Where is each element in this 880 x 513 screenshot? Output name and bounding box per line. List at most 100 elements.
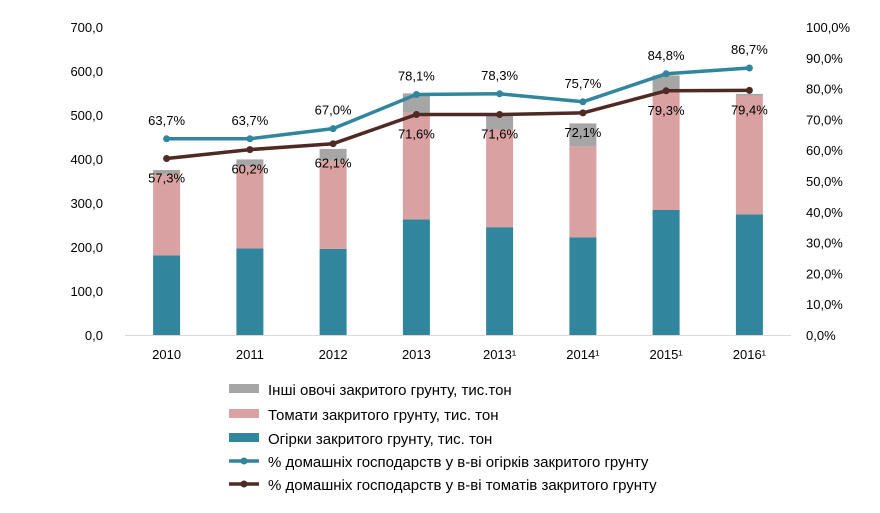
series-point-0 [163, 135, 171, 143]
y-right-tick-label: 100,0% [806, 20, 851, 35]
legend-swatch-bar [229, 384, 259, 393]
x-tick-label: 2015¹ [649, 347, 683, 362]
series-point-0 [662, 70, 670, 78]
y-left-tick-label: 700,0 [70, 20, 103, 35]
bar-segment-0 [486, 227, 514, 335]
y-right-tick-label: 90,0% [806, 51, 843, 66]
bar-segment-1 [652, 92, 680, 210]
series-point-1 [745, 86, 753, 94]
bar-segment-2 [486, 115, 514, 130]
bar-segment-0 [319, 248, 347, 335]
legend-label: % домашніх господарств у в-ві огірків за… [268, 454, 649, 471]
y-left-tick-label: 100,0 [70, 284, 103, 299]
legend-label: Інші овочі закритого грунту, тис.тон [268, 382, 512, 399]
data-label-0: 75,7% [564, 76, 601, 91]
bar-segment-1 [402, 112, 430, 220]
y-left-tick-label: 300,0 [70, 196, 103, 211]
data-label-1: 71,6% [398, 127, 435, 142]
bar-segment-2 [236, 159, 264, 167]
bar-segment-1 [236, 166, 264, 249]
axes-layer: 0,0 100,0 200,0 300,0 400,0 500,0 600,0 700,0 0,… [70, 20, 850, 362]
y-right-tick-label: 60,0% [806, 143, 843, 158]
series-point-0 [246, 135, 254, 143]
series-line-1 [166, 88, 750, 161]
bar-segment-1 [319, 160, 347, 249]
series-point-1 [496, 111, 504, 118]
y-right-tick-label: 80,0% [806, 82, 843, 97]
data-label-1: 71,6% [481, 127, 518, 142]
y-left-tick-label: 200,0 [70, 240, 103, 255]
x-tick-label: 2010 [152, 347, 181, 362]
data-label-0: 84,8% [648, 48, 685, 63]
bar-segment-2 [153, 170, 181, 175]
y-right-tick-label: 10,0% [806, 297, 843, 312]
legend-label: Огірки закритого грунту, тис. тон [268, 431, 492, 448]
bar-segment-0 [735, 214, 763, 335]
bar-segment-1 [486, 129, 514, 228]
bar-segment-2 [735, 93, 763, 96]
series-point-1 [662, 87, 670, 95]
legend-swatch-marker [240, 457, 248, 465]
bar-segment-1 [569, 146, 597, 238]
data-label-1: 79,4% [731, 102, 768, 117]
data-label-0: 78,3% [481, 68, 518, 83]
data-label-0: 63,7% [148, 113, 185, 128]
x-tick-label: 2014¹ [566, 347, 600, 362]
legend-swatch-marker [240, 480, 248, 488]
x-tick-label: 2016¹ [733, 347, 767, 362]
data-label-1: 57,3% [148, 171, 185, 186]
data-label-0: 86,7% [731, 42, 768, 57]
series-point-0 [579, 98, 587, 106]
bar-segment-0 [652, 210, 680, 335]
y-right-tick-label: 70,0% [806, 112, 843, 127]
bar-segment-2 [652, 75, 680, 93]
legend-label: % домашніх господарств у в-ві томатів за… [268, 477, 657, 494]
legend-swatch-bar [229, 433, 259, 442]
series-point-0 [745, 64, 753, 72]
y-left-tick-label: 400,0 [70, 152, 103, 167]
y-left-tick-label: 0,0 [85, 328, 103, 343]
data-label-1: 79,3% [648, 103, 685, 118]
bar-segment-0 [236, 248, 264, 335]
y-left-tick-label: 600,0 [70, 64, 103, 79]
data-label-1: 72,1% [564, 125, 601, 140]
series-point-0 [496, 90, 504, 98]
data-label-1: 62,1% [315, 156, 352, 171]
legend-swatch-bar [229, 409, 259, 418]
bar-segment-0 [569, 237, 597, 335]
lines-layer [163, 64, 753, 162]
data-labels-layer: 63,7% 63,7% 67,0% 78,1% 78,3% 75,7% 84,8% 86,7%… [148, 42, 768, 186]
bar-segment-1 [735, 95, 763, 215]
series-point-1 [246, 146, 254, 154]
y-right-tick-label: 40,0% [806, 205, 843, 220]
series-line-0 [166, 66, 750, 141]
series-point-1 [163, 155, 171, 162]
bar-segment-2 [319, 148, 347, 161]
x-tick-label: 2012 [319, 347, 348, 362]
series-point-1 [329, 140, 337, 148]
series-point-0 [329, 125, 337, 133]
y-right-tick-label: 30,0% [806, 236, 843, 251]
data-label-0: 78,1% [398, 69, 435, 84]
bar-segment-1 [153, 174, 181, 256]
y-right-tick-label: 50,0% [806, 174, 843, 189]
bar-segment-0 [153, 255, 181, 335]
legend-label: Томати закритого грунту, тис. тон [268, 407, 499, 424]
data-label-0: 67,0% [315, 103, 352, 118]
bar-segment-0 [402, 219, 430, 335]
y-left-tick-label: 500,0 [70, 108, 103, 123]
bars-layer [153, 75, 763, 335]
x-tick-label: 2013¹ [483, 347, 517, 362]
data-label-0: 63,7% [231, 113, 268, 128]
bar-segment-2 [569, 123, 597, 147]
data-label-1: 60,2% [231, 162, 268, 177]
x-tick-label: 2013 [402, 347, 431, 362]
x-tick-label: 2011 [236, 347, 264, 362]
y-right-tick-label: 0,0% [806, 328, 836, 343]
series-point-0 [412, 91, 420, 98]
y-right-tick-label: 20,0% [806, 266, 843, 281]
legend: Інші овочі закритого грунту, тис.тон Тома… [229, 382, 657, 494]
series-point-1 [412, 111, 420, 118]
series-point-1 [579, 109, 587, 117]
